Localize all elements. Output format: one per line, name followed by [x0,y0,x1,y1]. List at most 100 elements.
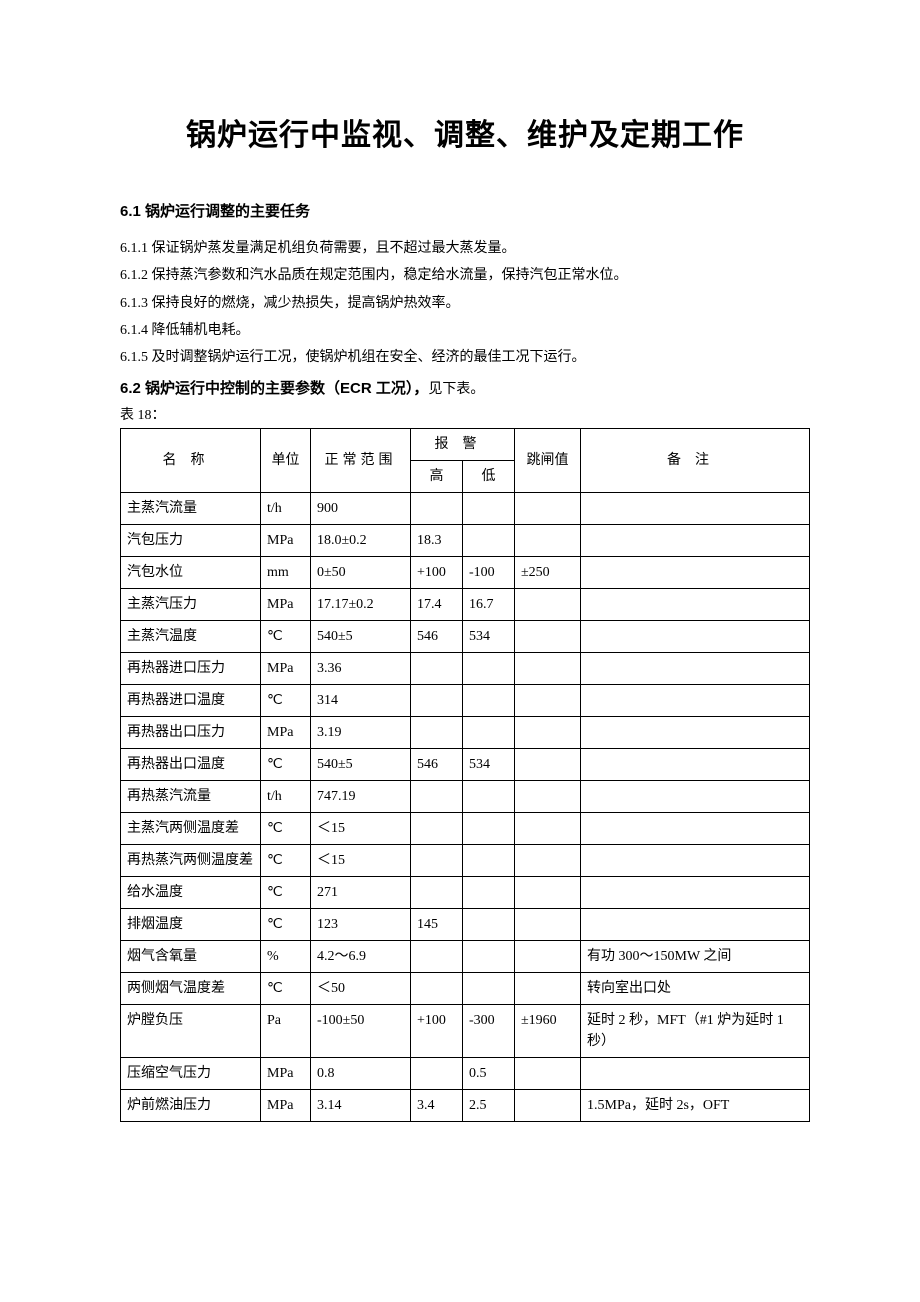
cell-name: 主蒸汽两侧温度差 [121,813,261,845]
table-row: 炉前燃油压力MPa3.143.42.51.5MPa，延时 2s，OFT [121,1090,810,1122]
cell-unit: Pa [261,1005,311,1058]
cell-trip [515,941,581,973]
cell-name: 再热器进口温度 [121,685,261,717]
cell-low: 0.5 [463,1058,515,1090]
table-row: 主蒸汽温度℃540±5546534 [121,621,810,653]
cell-name: 再热器进口压力 [121,653,261,685]
cell-high [411,877,463,909]
table-row: 再热蒸汽两侧温度差℃＜15 [121,845,810,877]
cell-low: 2.5 [463,1090,515,1122]
col-header-unit: 单位 [261,429,311,493]
col-header-high: 高 [411,461,463,493]
table-row: 压缩空气压力MPa0.80.5 [121,1058,810,1090]
cell-high [411,493,463,525]
cell-trip [515,813,581,845]
cell-low [463,845,515,877]
section-6-2-heading-bold: 6.2 锅炉运行中控制的主要参数（ECR 工况）， [120,380,428,397]
section-6-2-heading: 6.2 锅炉运行中控制的主要参数（ECR 工况），见下表。 [120,377,810,398]
para-6-1-5: 6.1.5 及时调整锅炉运行工况，使锅炉机组在安全、经济的最佳工况下运行。 [120,344,810,371]
cell-low: 534 [463,749,515,781]
cell-trip: ±250 [515,557,581,589]
cell-high: 18.3 [411,525,463,557]
cell-range: ＜15 [311,845,411,877]
cell-range: ＜15 [311,813,411,845]
cell-low [463,525,515,557]
cell-remark [581,525,810,557]
table-row: 排烟温度℃123145 [121,909,810,941]
cell-range: 17.17±0.2 [311,589,411,621]
table-row: 再热器进口压力MPa3.36 [121,653,810,685]
cell-trip: ±1960 [515,1005,581,1058]
cell-range: 540±5 [311,621,411,653]
table-row: 再热器进口温度℃314 [121,685,810,717]
cell-range: 900 [311,493,411,525]
cell-trip [515,685,581,717]
cell-name: 汽包水位 [121,557,261,589]
cell-low [463,781,515,813]
cell-range: 3.19 [311,717,411,749]
cell-unit: ℃ [261,909,311,941]
cell-unit: MPa [261,1090,311,1122]
cell-low: -100 [463,557,515,589]
cell-unit: MPa [261,589,311,621]
col-header-range: 正常范围 [311,429,411,493]
cell-high: 3.4 [411,1090,463,1122]
cell-high: +100 [411,1005,463,1058]
cell-trip [515,781,581,813]
cell-name: 烟气含氧量 [121,941,261,973]
cell-trip [515,909,581,941]
cell-name: 给水温度 [121,877,261,909]
table-header-row-1: 名称 单位 正常范围 报警 跳闸值 备注 [121,429,810,461]
cell-remark [581,685,810,717]
cell-high [411,941,463,973]
cell-remark [581,621,810,653]
cell-unit: ℃ [261,621,311,653]
cell-name: 炉前燃油压力 [121,1090,261,1122]
para-6-1-4: 6.1.4 降低辅机电耗。 [120,317,810,344]
para-6-1-3: 6.1.3 保持良好的燃烧，减少热损失，提高锅炉热效率。 [120,290,810,317]
para-6-1-1: 6.1.1 保证锅炉蒸发量满足机组负荷需要，且不超过最大蒸发量。 [120,235,810,262]
col-header-alarm: 报警 [411,429,515,461]
cell-trip [515,653,581,685]
cell-name: 主蒸汽压力 [121,589,261,621]
cell-range: ＜50 [311,973,411,1005]
table-row: 烟气含氧量%4.2～6.9有功 300～150MW 之间 [121,941,810,973]
cell-remark [581,557,810,589]
table-18-label: 表 18： [120,404,810,424]
cell-low [463,877,515,909]
cell-name: 再热蒸汽流量 [121,781,261,813]
cell-unit: ℃ [261,845,311,877]
cell-unit: % [261,941,311,973]
cell-trip [515,493,581,525]
table-row: 主蒸汽压力MPa17.17±0.217.416.7 [121,589,810,621]
cell-name: 汽包压力 [121,525,261,557]
cell-unit: ℃ [261,973,311,1005]
cell-name: 再热蒸汽两侧温度差 [121,845,261,877]
cell-name: 再热器出口压力 [121,717,261,749]
cell-range: 540±5 [311,749,411,781]
cell-high: 145 [411,909,463,941]
cell-high [411,1058,463,1090]
cell-unit: ℃ [261,685,311,717]
cell-remark [581,717,810,749]
cell-trip [515,621,581,653]
parameters-table: 名称 单位 正常范围 报警 跳闸值 备注 高 低 主蒸汽流量t/h900汽包压力… [120,428,810,1122]
page-title: 锅炉运行中监视、调整、维护及定期工作 [120,110,810,154]
cell-range: 314 [311,685,411,717]
table-row: 再热器出口压力MPa3.19 [121,717,810,749]
cell-trip [515,717,581,749]
cell-high: 546 [411,749,463,781]
cell-trip [515,1058,581,1090]
col-header-trip: 跳闸值 [515,429,581,493]
cell-remark [581,877,810,909]
cell-name: 排烟温度 [121,909,261,941]
cell-name: 主蒸汽温度 [121,621,261,653]
cell-unit: MPa [261,717,311,749]
cell-high [411,845,463,877]
cell-low [463,941,515,973]
cell-name: 主蒸汽流量 [121,493,261,525]
cell-trip [515,589,581,621]
section-6-1-heading: 6.1 锅炉运行调整的主要任务 [120,200,810,221]
cell-low: 534 [463,621,515,653]
cell-remark [581,493,810,525]
